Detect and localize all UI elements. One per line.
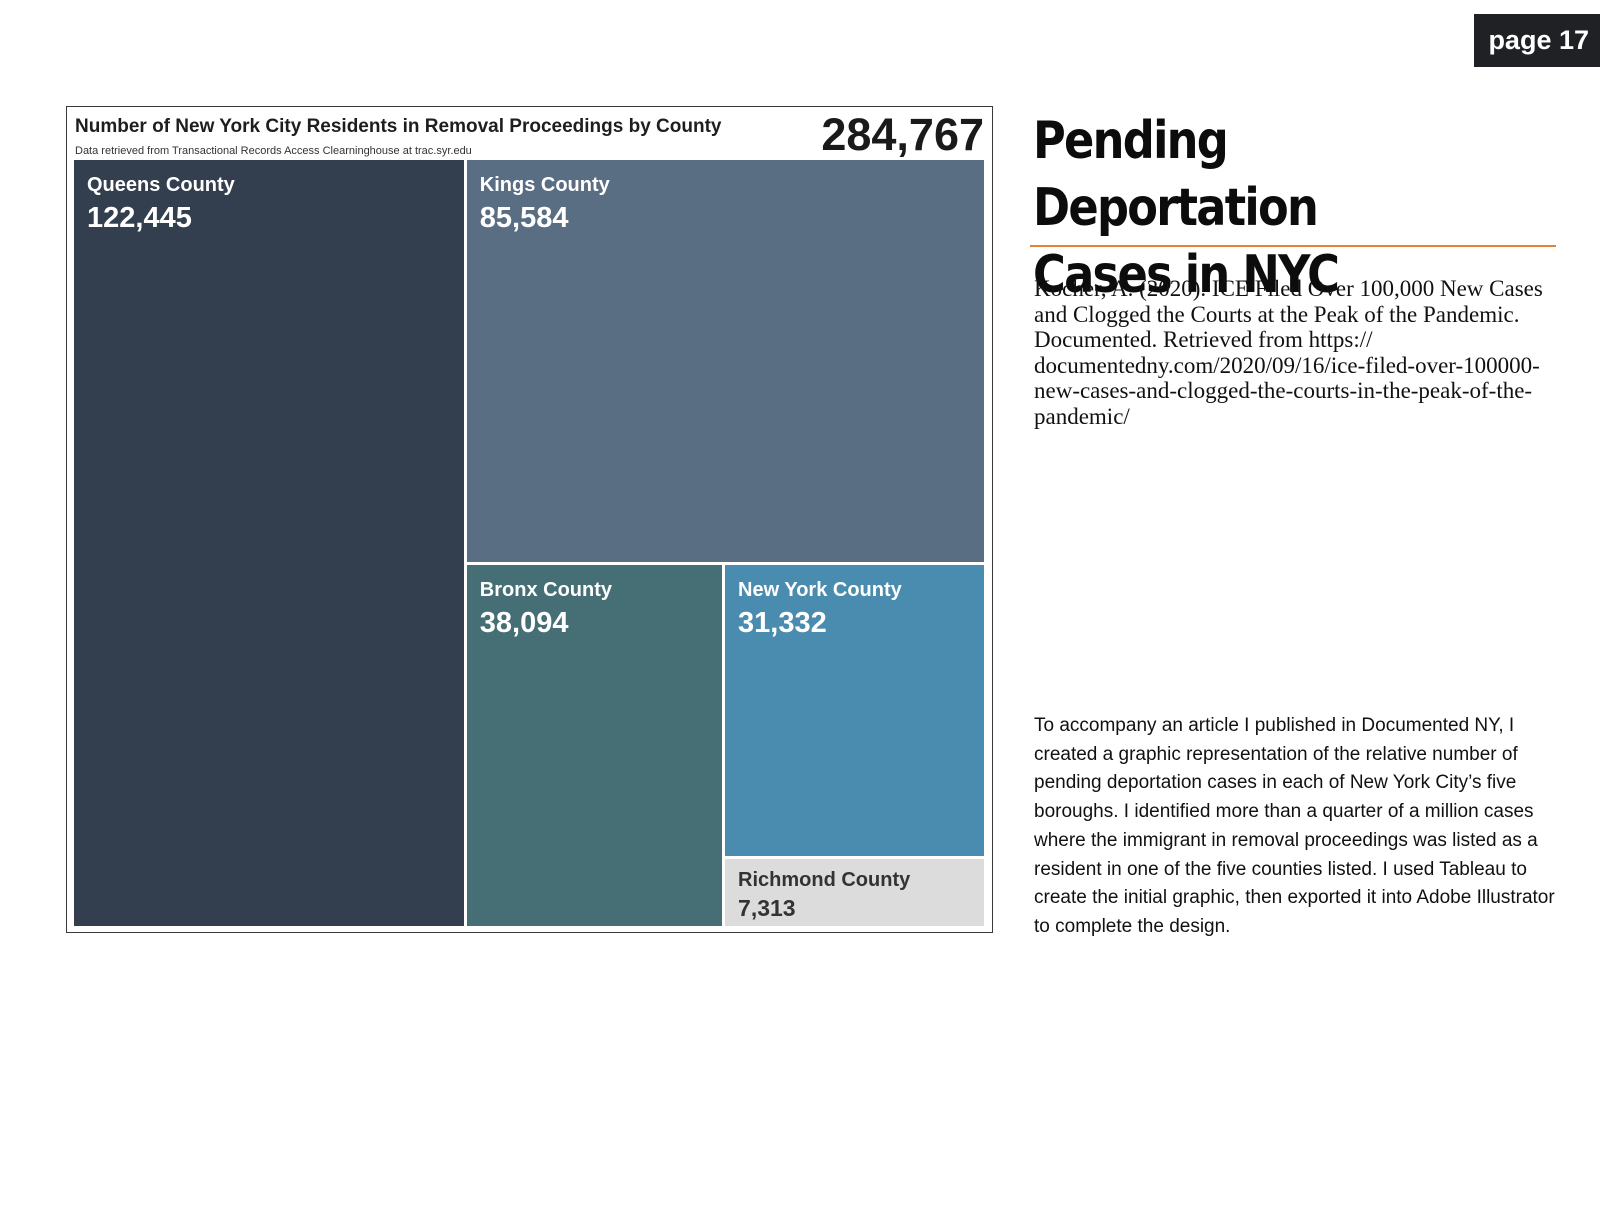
treemap-tile-value: 7,313 [738, 895, 796, 922]
treemap-tile-value: 38,094 [479, 607, 569, 640]
treemap-tile-new-york-county: New York County 31,332 [725, 565, 984, 857]
treemap-tile-richmond-county: Richmond County 7,313 [725, 859, 984, 926]
treemap-tile-label: Bronx County [479, 579, 612, 602]
description-text: To accompany an article I published in D… [1034, 715, 1555, 937]
page-number-label: page 17 [1488, 25, 1589, 55]
treemap-tile-value: 122,445 [87, 202, 192, 234]
treemap-tile-queens-county: Queens County 122,445 [74, 160, 464, 926]
heading-divider [1030, 245, 1556, 247]
heading-line-1: Pending Deportation [1033, 111, 1319, 238]
treemap-tile-label: Kings County [479, 174, 610, 196]
treemap-tile-value: 85,584 [479, 202, 569, 234]
chart-title: Number of New York City Residents in Rem… [75, 116, 722, 137]
heading-line-2: Cases in NYC [1033, 245, 1340, 305]
treemap-tile-value: 31,332 [738, 607, 827, 640]
treemap-tile-label: New York County [738, 579, 902, 602]
page-number-badge: page 17 [1474, 14, 1600, 67]
chart-source-note: Data retrieved from Transactional Record… [75, 145, 472, 157]
treemap-chart: Number of New York City Residents in Rem… [66, 106, 993, 933]
treemap-tile-label: Richmond County [738, 869, 911, 892]
page-heading: Pending Deportation Cases in NYC [1033, 108, 1497, 309]
citation-text: Kocher, A. (2020). ICE Filed Over 100,00… [1034, 276, 1543, 429]
treemap-tile-label: Queens County [87, 174, 235, 196]
treemap-tile-bronx-county: Bronx County 38,094 [466, 565, 723, 926]
treemap-tile-kings-county: Kings County 85,584 [466, 160, 984, 563]
chart-total-value: 284,767 [821, 109, 984, 160]
